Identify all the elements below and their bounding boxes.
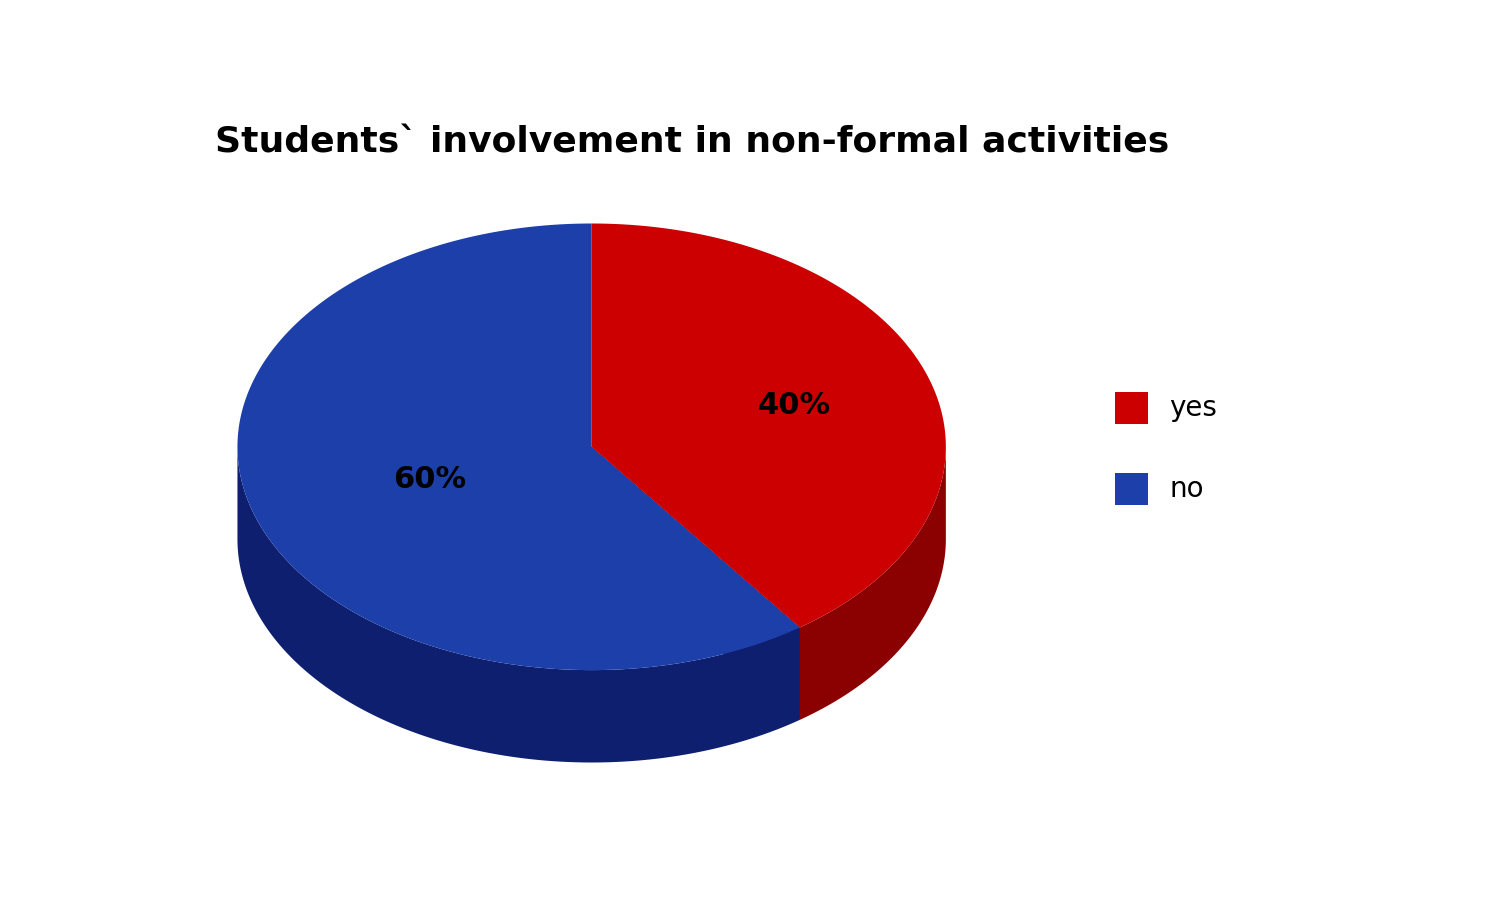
Text: yes: yes [1168, 394, 1216, 422]
Text: no: no [1168, 475, 1203, 503]
Polygon shape [237, 448, 800, 762]
Bar [1114, 473, 1148, 505]
Text: Students` involvement in non-formal activities: Students` involvement in non-formal acti… [214, 126, 1168, 159]
Text: 40%: 40% [758, 391, 831, 420]
Polygon shape [591, 223, 946, 627]
Polygon shape [800, 447, 946, 720]
Text: 60%: 60% [393, 465, 466, 494]
Polygon shape [237, 223, 800, 670]
Bar [1114, 392, 1148, 425]
Polygon shape [591, 446, 800, 720]
